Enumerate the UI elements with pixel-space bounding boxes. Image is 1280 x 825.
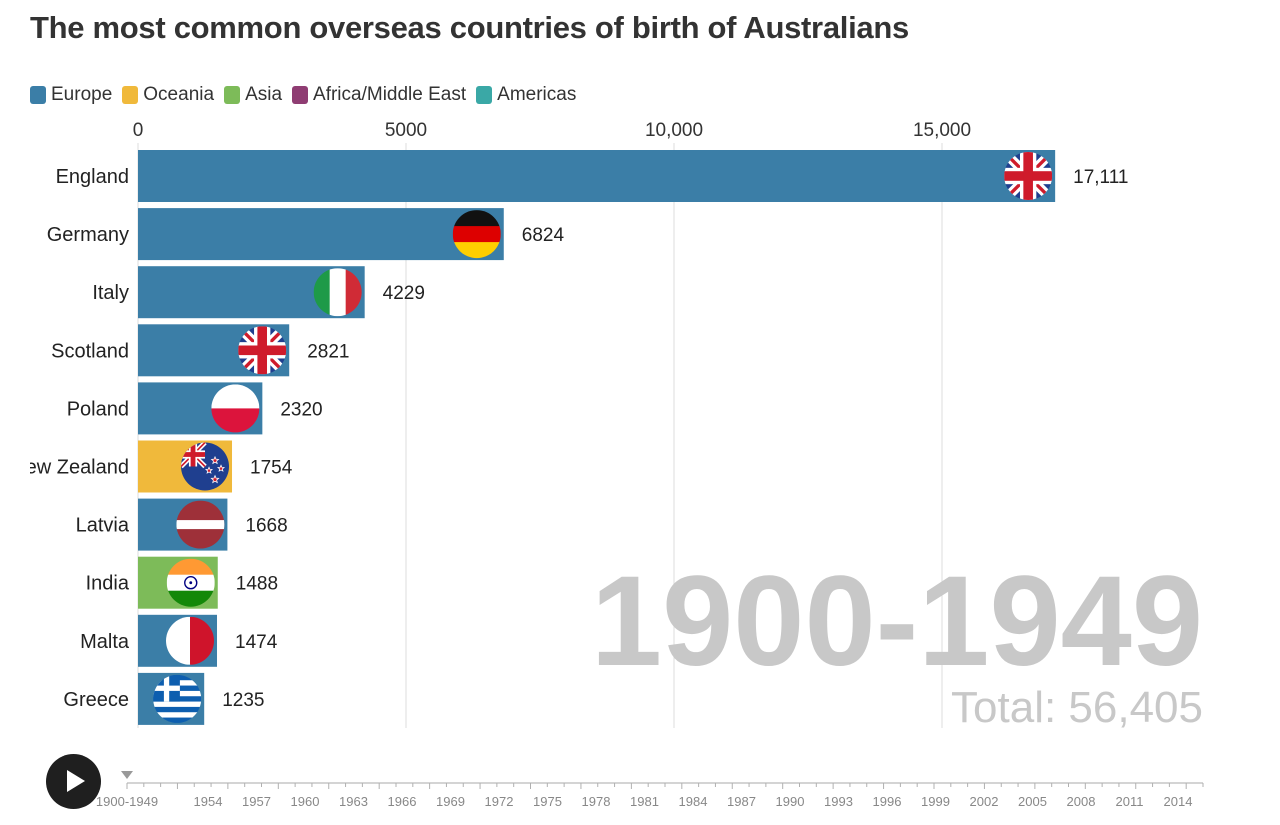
uk-flag-icon — [238, 326, 287, 375]
legend-swatch-africa-middle-east — [292, 86, 309, 104]
legend-label-africa-middle-east: Africa/Middle East — [313, 84, 467, 105]
latvia-flag-icon — [176, 500, 225, 549]
timeline-label[interactable]: 1957 — [242, 794, 271, 809]
value-label-italy: 4229 — [383, 283, 425, 304]
category-label-malta: Malta — [80, 631, 130, 653]
legend-item-europe[interactable]: Europe — [30, 84, 112, 106]
timeline-label[interactable]: 1969 — [436, 794, 465, 809]
legend-item-americas[interactable]: Americas — [476, 84, 576, 106]
timeline-label[interactable]: 1999 — [921, 794, 950, 809]
timeline-label[interactable]: 1900-1949 — [96, 794, 158, 809]
timeline-label[interactable]: 2014 — [1164, 794, 1193, 809]
new-zealand-flag-icon — [181, 442, 230, 491]
legend-swatch-oceania — [122, 86, 139, 104]
timeline-label[interactable]: 1987 — [727, 794, 756, 809]
category-label-scotland: Scotland — [51, 340, 129, 362]
category-label-greece: Greece — [63, 689, 129, 711]
timeline-label[interactable]: 1993 — [824, 794, 853, 809]
value-label-scotland: 2821 — [307, 341, 349, 362]
category-label-italy: Italy — [92, 282, 129, 304]
germany-flag-icon — [452, 210, 501, 259]
value-label-england: 17,111 — [1073, 167, 1128, 188]
legend-swatch-americas — [476, 86, 493, 104]
legend-item-oceania[interactable]: Oceania — [122, 84, 214, 106]
category-label-poland: Poland — [67, 398, 129, 420]
x-tick-label: 15,000 — [913, 120, 971, 141]
legend-item-africa-middle-east[interactable]: Africa/Middle East — [292, 84, 466, 106]
timeline-label[interactable]: 2011 — [1116, 794, 1144, 809]
timeline-label[interactable]: 1954 — [194, 794, 223, 809]
timeline-label[interactable]: 2005 — [1018, 794, 1047, 809]
legend-label-europe: Europe — [51, 84, 113, 105]
value-label-india: 1488 — [236, 574, 278, 595]
legend-label-americas: Americas — [497, 84, 577, 105]
x-tick-label: 5000 — [385, 120, 427, 141]
uk-flag-icon — [1004, 152, 1053, 200]
category-label-england: England — [56, 166, 129, 188]
value-label-germany: 6824 — [522, 225, 565, 246]
timeline-label[interactable]: 1975 — [533, 794, 562, 809]
category-label-latvia: Latvia — [76, 515, 130, 537]
category-label-india: India — [86, 573, 130, 595]
value-label-greece: 1235 — [222, 690, 264, 711]
india-flag-icon — [166, 558, 215, 607]
value-label-latvia: 1668 — [245, 516, 287, 537]
timeline-label[interactable]: 1978 — [582, 794, 611, 809]
chart-title: The most common overseas countries of bi… — [30, 10, 909, 45]
timeline-label[interactable]: 1963 — [339, 794, 368, 809]
timeline-label[interactable]: 1960 — [291, 794, 320, 809]
legend-label-asia: Asia — [245, 84, 283, 105]
total-label: Total: 56,405 — [951, 683, 1203, 732]
timeline-label[interactable]: 1981 — [630, 794, 659, 809]
bar-germany — [138, 208, 504, 261]
legend-swatch-asia — [224, 86, 241, 104]
period-label: 1900-1949 — [591, 550, 1203, 693]
timeline-label[interactable]: 1990 — [776, 794, 805, 809]
value-label-malta: 1474 — [235, 632, 278, 653]
timeline-label[interactable]: 2002 — [970, 794, 999, 809]
play-button[interactable] — [46, 754, 101, 809]
play-icon — [67, 770, 85, 792]
italy-flag-icon — [313, 268, 362, 317]
timeline-label[interactable]: 1996 — [873, 794, 902, 809]
timeline-handle-icon[interactable] — [121, 771, 133, 779]
value-label-poland: 2320 — [280, 399, 322, 420]
legend-item-asia[interactable]: Asia — [224, 84, 282, 106]
x-tick-label: 0 — [133, 120, 144, 141]
greece-flag-icon — [153, 674, 202, 723]
timeline-label[interactable]: 2008 — [1067, 794, 1096, 809]
legend-label-oceania: Oceania — [143, 84, 215, 105]
bar-england — [138, 150, 1056, 202]
legend: Europe Oceania Asia Africa/Middle East A… — [30, 83, 586, 107]
legend-swatch-europe — [30, 86, 46, 104]
timeline-label[interactable]: 1972 — [485, 794, 514, 809]
x-tick-label: 10,000 — [645, 120, 703, 141]
category-label-new-zealand: New Zealand — [11, 457, 129, 479]
value-label-new-zealand: 1754 — [250, 458, 293, 479]
category-label-germany: Germany — [47, 224, 129, 246]
timeline-label[interactable]: 1984 — [679, 794, 708, 809]
timeline-label[interactable]: 1966 — [388, 794, 417, 809]
